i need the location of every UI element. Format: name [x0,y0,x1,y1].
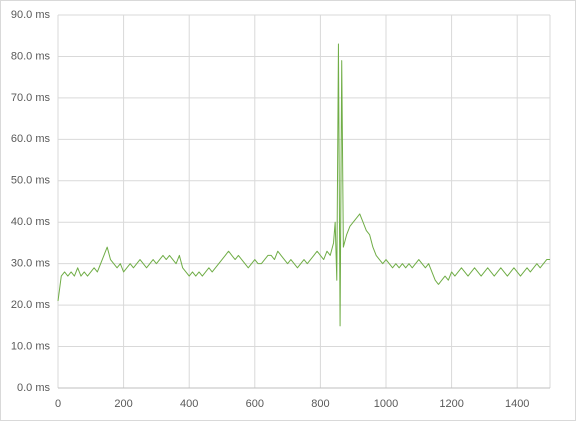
y-tick-label: 20.0 ms [11,299,51,311]
x-tick-label: 1000 [374,398,398,410]
y-tick-label: 30.0 ms [11,258,51,270]
x-tick-label: 200 [114,398,132,410]
y-tick-label: 60.0 ms [11,133,51,145]
y-tick-label: 0.0 ms [17,382,51,394]
y-tick-label: 90.0 ms [11,9,51,21]
x-tick-label: 800 [311,398,329,410]
y-tick-label: 80.0 ms [11,50,51,62]
data-line [57,43,550,327]
x-tick-label: 600 [246,398,264,410]
y-tick-label: 40.0 ms [11,216,51,228]
y-tick-label: 50.0 ms [11,175,51,187]
x-tick-label: 1200 [439,398,463,410]
x-tick-label: 1400 [505,398,529,410]
y-tick-label: 10.0 ms [11,340,51,352]
y-tick-label: 70.0 ms [11,92,51,104]
x-tick-label: 0 [55,398,61,410]
chart-border [0,0,576,421]
x-tick-label: 400 [180,398,198,410]
